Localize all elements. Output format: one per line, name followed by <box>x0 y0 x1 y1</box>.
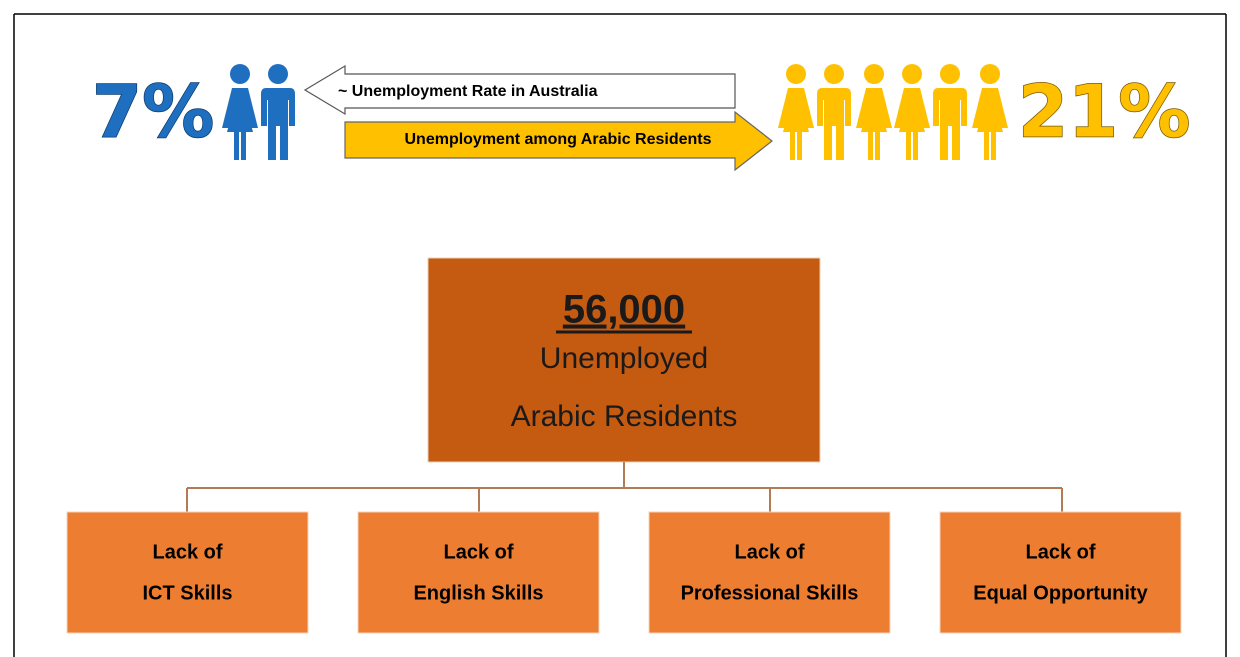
child-box <box>66 511 309 634</box>
blue-people <box>222 64 295 160</box>
person-icon <box>856 64 892 160</box>
person-icon <box>817 64 851 160</box>
person-icon <box>972 64 1008 160</box>
person-icon <box>222 64 258 160</box>
right-arrow-label: Unemployment among Arabic Residents <box>404 131 711 148</box>
connectors <box>186 462 1063 512</box>
child-label: Lack of <box>152 541 222 563</box>
person-icon <box>894 64 930 160</box>
child-label: Lack of <box>734 541 804 563</box>
child-label: Professional Skills <box>681 582 859 604</box>
left-arrow-label: ~ Unemployment Rate in Australia <box>338 83 598 100</box>
child-label: Lack of <box>1025 541 1095 563</box>
person-icon <box>778 64 814 160</box>
root-line: Unemployed <box>540 342 708 375</box>
root-count: 56,000 <box>563 288 685 332</box>
person-icon <box>933 64 967 160</box>
child-label: Equal Opportunity <box>973 582 1148 604</box>
root-line: Arabic Residents <box>511 400 738 433</box>
child-label: Lack of <box>443 541 513 563</box>
child-label: English Skills <box>413 582 543 604</box>
arabic-rate: 21% <box>1018 70 1190 154</box>
child-box <box>648 511 891 634</box>
left-arrow <box>303 64 736 116</box>
children: Lack of ICT Skills Lack of English Skills La… <box>66 511 1182 634</box>
child-box <box>939 511 1182 634</box>
child-box <box>357 511 600 634</box>
child-label: ICT Skills <box>142 582 232 604</box>
yellow-people <box>778 64 1008 160</box>
right-arrow <box>344 110 773 172</box>
australia-rate: 7% <box>92 70 214 154</box>
person-icon <box>261 64 295 160</box>
